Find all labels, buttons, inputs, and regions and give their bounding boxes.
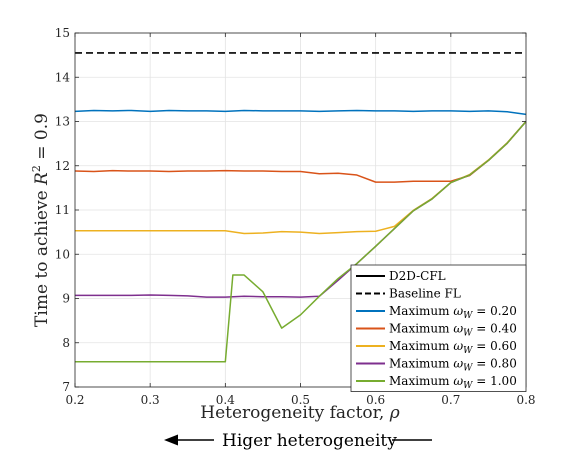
y-tick-label: 9 <box>62 292 70 306</box>
x-tick-label: 0.2 <box>65 393 84 407</box>
y-tick-label: 12 <box>55 159 70 173</box>
y-tick-label: 8 <box>62 336 70 350</box>
y-tick-label: 11 <box>55 203 70 217</box>
legend-label-0: D2D-CFL <box>389 269 446 283</box>
legend-label-5: Maximum ωW = 0.80 <box>389 357 517 374</box>
series-line-6 <box>75 121 527 363</box>
tick-labels: 0.2 0.3 0.4 0.5 0.6 0.7 0.8 7 8 9 10 11 12 13 14 15 <box>55 26 536 407</box>
x-tick-label: 0.8 <box>516 393 535 407</box>
series-line-3 <box>74 121 527 183</box>
y-tick-label: 7 <box>62 380 70 394</box>
x-tick-label: 0.6 <box>366 393 385 407</box>
y-axis-label: Time to achieve R2 = 0.9 <box>30 113 52 327</box>
y-tick-label: 14 <box>55 70 71 84</box>
series-lines <box>74 52 527 363</box>
y-tick-label: 15 <box>55 26 70 40</box>
x-tick-label: 0.7 <box>441 393 460 407</box>
y-tick-label: 13 <box>55 115 70 129</box>
x-axis-label: Heterogeneity factor, ρ <box>200 403 399 423</box>
y-tick-label: 10 <box>55 247 70 261</box>
heterogeneity-annotation: Higer heterogeneity <box>164 431 432 451</box>
x-tick-label: 0.4 <box>216 393 235 407</box>
footer-text: Higer heterogeneity <box>222 431 397 451</box>
legend-label-6: Maximum ωW = 1.00 <box>389 374 517 391</box>
legend-label-3: Maximum ωW = 0.40 <box>389 322 517 339</box>
grid <box>74 32 527 388</box>
legend-label-2: Maximum ωW = 0.20 <box>389 304 517 321</box>
left-arrow-icon <box>164 434 178 446</box>
series-line-2 <box>74 109 527 116</box>
legend-label-4: Maximum ωW = 0.60 <box>389 339 517 356</box>
legend-label-1: Baseline FL <box>389 287 461 301</box>
x-tick-label: 0.3 <box>141 393 160 407</box>
x-tick-label: 0.5 <box>291 393 310 407</box>
